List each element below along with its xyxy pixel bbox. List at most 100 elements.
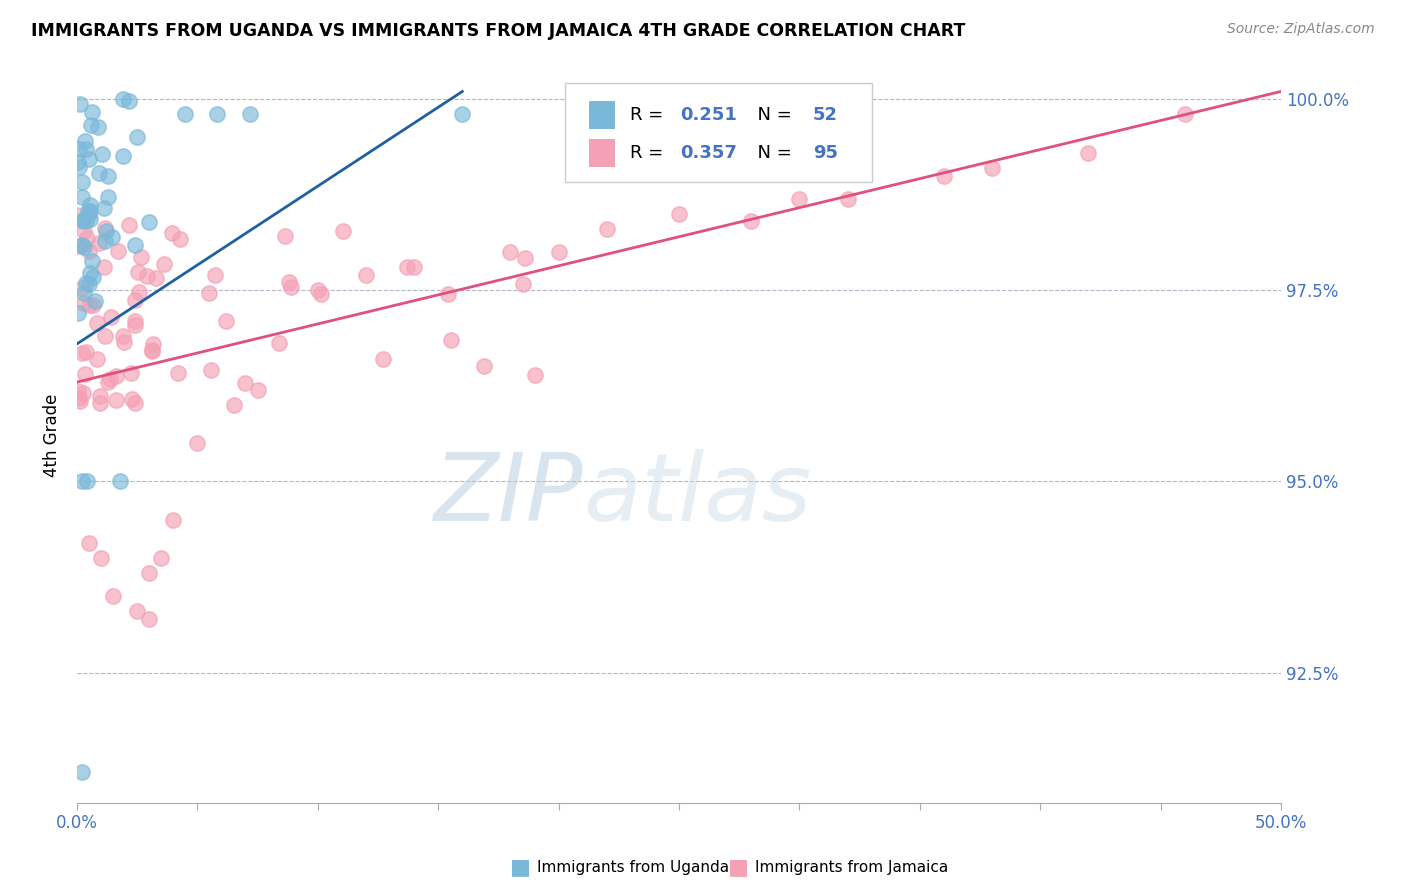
Point (138, 566, 160, 581)
Point (440, 333, 463, 347)
Point (86, 351, 108, 366)
Point (94, 234, 117, 248)
Point (118, 95, 141, 109)
Point (76, 475, 98, 489)
Point (69, 96, 91, 111)
Point (110, 475, 132, 489)
Point (77, 535, 100, 549)
Point (121, 392, 143, 406)
Text: 95: 95 (813, 144, 838, 161)
Point (204, 268, 226, 283)
Point (97, 190, 120, 204)
Point (67, 306, 90, 320)
Point (547, 245, 569, 260)
Point (75, 276, 97, 290)
Point (524, 368, 547, 382)
FancyBboxPatch shape (589, 138, 616, 167)
Point (82, 254, 104, 268)
Point (837, 192, 859, 206)
Point (93, 260, 115, 275)
Point (70, 175, 93, 189)
Point (112, 149, 135, 163)
Text: IMMIGRANTS FROM UGANDA VS IMMIGRANTS FROM JAMAICA 4TH GRADE CORRELATION CHART: IMMIGRANTS FROM UGANDA VS IMMIGRANTS FRO… (31, 22, 966, 40)
Point (124, 313, 146, 327)
Point (73, 368, 96, 382)
Point (70, 764, 93, 779)
Point (127, 130, 149, 145)
Point (129, 251, 152, 265)
Point (82, 269, 104, 284)
Point (94, 220, 117, 235)
Point (77, 277, 100, 292)
Point (66, 208, 89, 222)
Point (112, 92, 135, 106)
Point (104, 369, 127, 384)
Point (104, 393, 127, 408)
Point (239, 107, 262, 121)
Point (215, 314, 238, 328)
Point (96, 224, 118, 238)
Point (73, 224, 96, 238)
Point (145, 270, 167, 285)
Point (278, 275, 301, 289)
Text: ZIP: ZIP (433, 449, 582, 540)
Text: R =: R = (630, 105, 669, 124)
Point (97, 169, 120, 183)
Point (72, 212, 94, 227)
Point (70, 190, 93, 204)
Point (169, 232, 191, 246)
Point (69, 393, 91, 408)
Point (93, 329, 115, 343)
Point (222, 398, 245, 412)
Point (67, 142, 90, 156)
Point (80, 105, 103, 120)
Point (437, 287, 460, 301)
Point (70, 346, 93, 360)
Point (138, 214, 160, 228)
Point (124, 237, 146, 252)
Point (82, 298, 104, 312)
Point (75, 345, 97, 359)
Point (72, 214, 94, 228)
Point (932, 169, 955, 183)
FancyBboxPatch shape (565, 83, 872, 182)
Point (740, 214, 762, 228)
Point (80, 118, 103, 132)
Point (77, 204, 100, 219)
Text: R =: R = (630, 144, 669, 161)
Point (373, 352, 395, 367)
Point (111, 329, 134, 343)
Point (150, 550, 173, 565)
Point (103, 589, 125, 603)
Point (118, 218, 141, 232)
Point (73, 239, 96, 253)
Point (267, 336, 290, 351)
Point (79, 266, 101, 280)
Point (67, 161, 90, 175)
Point (73, 295, 96, 310)
Text: N =: N = (747, 144, 799, 161)
Point (274, 229, 297, 244)
Point (87, 120, 110, 134)
Point (309, 287, 332, 301)
Point (100, 310, 122, 325)
Point (77, 207, 100, 221)
Point (67, 391, 90, 405)
Text: Immigrants from Jamaica: Immigrants from Jamaica (755, 860, 948, 874)
Point (233, 376, 256, 391)
Point (77, 244, 100, 258)
Point (124, 293, 146, 307)
Point (1077, 145, 1099, 160)
Text: 52: 52 (813, 105, 838, 124)
Point (246, 383, 269, 397)
Point (789, 192, 811, 206)
Point (66, 154, 89, 169)
Point (332, 224, 354, 238)
Point (307, 283, 329, 297)
Point (668, 207, 690, 221)
Text: 0.251: 0.251 (681, 105, 737, 124)
Point (101, 230, 124, 244)
Text: Source: ZipAtlas.com: Source: ZipAtlas.com (1227, 22, 1375, 37)
Point (86, 316, 108, 330)
Point (121, 366, 143, 380)
